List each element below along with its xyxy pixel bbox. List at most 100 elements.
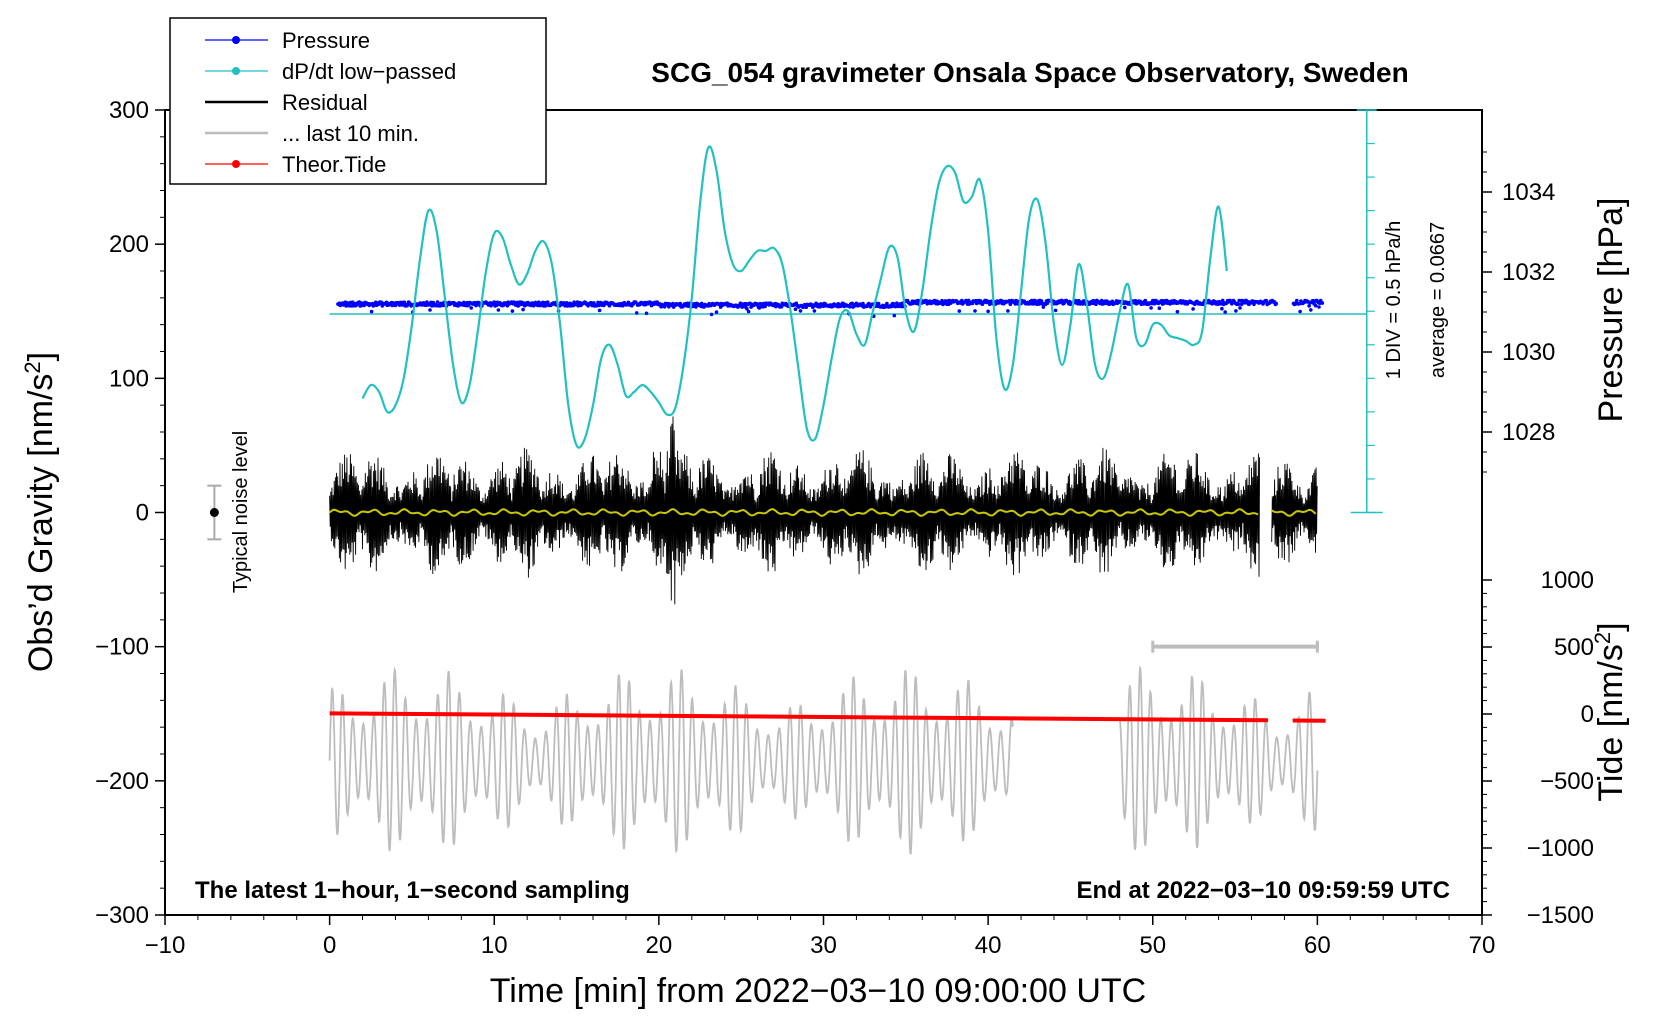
y-left-tick-label: −300 — [95, 902, 149, 929]
y-left-tick-label: −200 — [95, 768, 149, 795]
pressure-point — [1309, 308, 1313, 312]
pressure-point — [634, 300, 638, 305]
pressure-point — [435, 300, 440, 304]
y-axis-left-title-sup: 2 — [20, 361, 45, 373]
x-tick-label: 10 — [481, 932, 508, 959]
y-pressure-tick-label: 1028 — [1502, 419, 1555, 446]
y-tide-tick-label: 500 — [1554, 634, 1594, 661]
y-axis-tide: 1000 500 0 −500 −1000 −1500 — [1482, 567, 1594, 929]
pressure-point — [564, 301, 569, 305]
annotation-sampling: The latest 1−hour, 1−second sampling — [195, 877, 630, 904]
legend-label: dP/dt low−passed — [282, 59, 456, 84]
x-tick-label: −10 — [145, 932, 186, 959]
noise-dot — [209, 508, 219, 517]
pressure-point — [428, 308, 432, 312]
pressure-point — [521, 307, 525, 312]
pressure-point — [1274, 301, 1278, 306]
pressure-point — [1031, 302, 1036, 306]
chart-title: SCG_054 gravimeter Onsala Space Observat… — [651, 57, 1408, 88]
pressure-point — [973, 309, 977, 313]
legend-swatch-dot — [232, 36, 240, 44]
x-tick-label: 0 — [323, 932, 336, 959]
pressure-point — [812, 309, 817, 313]
x-tick-label: 60 — [1304, 932, 1331, 959]
last10-line — [1118, 665, 1319, 850]
series-dpdt — [361, 145, 1228, 449]
y-axis-pressure-title: Pressure [hPa] — [1592, 198, 1630, 423]
pressure-point — [745, 306, 749, 311]
pressure-point — [1099, 298, 1104, 303]
last-10-min-bar — [1151, 640, 1319, 653]
pressure-point — [1041, 305, 1046, 309]
pressure-point — [699, 301, 704, 306]
pressure-point — [1234, 309, 1238, 313]
y-axis-left-title-close: ] — [22, 352, 60, 361]
residual-line — [329, 416, 1318, 605]
scale-avg-text: average = 0.0667 — [1427, 222, 1449, 378]
pressure-point — [957, 309, 962, 313]
y-axis-tide-title-sup: 2 — [1590, 632, 1615, 644]
y-tide-tick-label: −1000 — [1527, 835, 1594, 862]
pressure-point — [1264, 298, 1269, 303]
pressure-point — [546, 300, 550, 305]
x-tick-label: 50 — [1139, 932, 1166, 959]
x-axis-title: Time [min] from 2022−03−10 09:00:00 UTC — [490, 972, 1146, 1010]
legend-label: Theor.Tide — [282, 152, 386, 177]
pressure-point — [1053, 308, 1058, 313]
pressure-point — [1220, 306, 1224, 311]
pressure-point — [634, 311, 639, 315]
scale-div-text: 1 DIV = 0.5 hPa/h — [1383, 221, 1405, 379]
pressure-point — [462, 300, 466, 305]
noise-label: Typical noise level — [230, 431, 252, 593]
last10-line — [328, 666, 1014, 855]
y-left-tick-label: 0 — [136, 500, 149, 527]
series-last-10-min — [328, 665, 1319, 855]
y-pressure-tick-label: 1034 — [1502, 179, 1555, 206]
legend-swatch-dot — [232, 160, 240, 168]
pressure-point — [1149, 306, 1153, 310]
pressure-point — [793, 307, 798, 312]
x-tick-label: 30 — [810, 932, 837, 959]
pressure-point — [474, 303, 478, 308]
pressure-point — [891, 302, 896, 306]
pressure-point — [496, 308, 501, 312]
pressure-point — [1045, 301, 1050, 306]
pressure-point — [1039, 299, 1044, 303]
y-axis-left-title: Obs’d Gravity [nm/s2] — [20, 352, 60, 672]
pressure-point — [1175, 309, 1180, 314]
y-tide-tick-label: 1000 — [1541, 567, 1594, 594]
series-theor-tide — [329, 711, 1326, 723]
legend-label: Pressure — [282, 28, 370, 53]
residual-smoothed-line — [328, 508, 1317, 517]
series-pressure — [329, 298, 1367, 319]
pressure-point — [1157, 306, 1162, 311]
pressure-point — [848, 305, 852, 309]
y-tide-tick-label: −500 — [1540, 768, 1594, 795]
pressure-point — [892, 313, 897, 318]
series-residual-smoothed — [328, 508, 1317, 517]
y-axis-left: 300 200 100 0 −100 −200 −300 — [95, 97, 165, 929]
pressure-point — [694, 305, 698, 309]
pressure-point — [644, 311, 649, 316]
y-left-tick-label: 200 — [109, 231, 149, 258]
pressure-point — [986, 309, 990, 314]
pressure-point — [469, 306, 474, 310]
y-left-tick-label: 100 — [109, 365, 149, 392]
pressure-point — [1238, 306, 1242, 310]
pressure-point — [1123, 305, 1127, 310]
y-axis-left-title-text: Obs’d Gravity [nm/s — [22, 374, 60, 673]
dpdt-scale — [1350, 109, 1383, 514]
pressure-point — [1220, 298, 1225, 303]
annotation-end-time: End at 2022−03−10 09:59:59 UTC — [1076, 877, 1450, 904]
y-left-tick-label: −100 — [95, 634, 149, 661]
pressure-point — [1236, 302, 1241, 307]
y-pressure-tick-label: 1030 — [1502, 339, 1555, 366]
pressure-point — [1223, 310, 1227, 314]
dpdt-line — [361, 145, 1228, 449]
y-pressure-tick-label: 1032 — [1502, 259, 1555, 286]
x-tick-label: 70 — [1469, 932, 1496, 959]
x-axis: −10 0 10 20 30 40 50 60 70 — [145, 915, 1496, 959]
y-axis-tide-title: Tide [nm/s2] — [1590, 622, 1630, 801]
pressure-point — [510, 309, 515, 313]
